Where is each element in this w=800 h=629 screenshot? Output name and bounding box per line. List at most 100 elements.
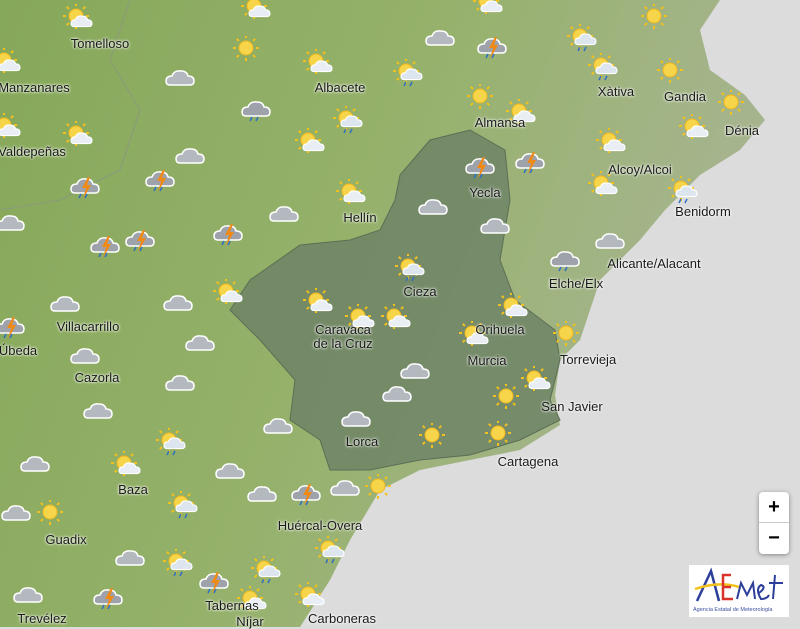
cloud-icon[interactable] bbox=[17, 449, 53, 477]
storm-icon[interactable] bbox=[462, 151, 498, 179]
cloud-rain-icon[interactable] bbox=[547, 244, 583, 272]
cloud-icon[interactable] bbox=[397, 356, 433, 384]
aemet-logo-mark bbox=[694, 567, 783, 602]
sun-cloud-icon[interactable] bbox=[294, 127, 330, 156]
sun-cloud-icon[interactable] bbox=[240, 0, 276, 22]
sun-icon[interactable] bbox=[492, 383, 528, 412]
cloud-icon[interactable] bbox=[338, 404, 374, 432]
storm-icon[interactable] bbox=[67, 171, 103, 199]
cloud-icon[interactable] bbox=[477, 211, 513, 239]
sun-cloud-icon[interactable] bbox=[62, 120, 98, 149]
sun-icon[interactable] bbox=[364, 473, 400, 502]
cloud-icon[interactable] bbox=[379, 379, 415, 407]
city-label: Manzanares bbox=[0, 80, 70, 95]
storm-icon[interactable] bbox=[122, 224, 158, 252]
cloud-icon[interactable] bbox=[10, 580, 46, 608]
sun-cloud-icon[interactable] bbox=[212, 278, 248, 307]
sun-rain-icon[interactable] bbox=[250, 555, 286, 584]
storm-icon[interactable] bbox=[288, 478, 324, 506]
sun-rain-icon[interactable] bbox=[394, 253, 430, 282]
city-label: Orihuela bbox=[475, 322, 525, 337]
sun-cloud-icon[interactable] bbox=[678, 113, 714, 142]
sun-cloud-icon[interactable] bbox=[294, 581, 330, 610]
sun-icon[interactable] bbox=[484, 420, 520, 449]
sun-icon[interactable] bbox=[418, 422, 454, 451]
sun-cloud-icon[interactable] bbox=[0, 112, 26, 141]
sun-cloud-icon[interactable] bbox=[302, 287, 338, 316]
cloud-icon[interactable] bbox=[0, 208, 28, 236]
cloud-icon[interactable] bbox=[327, 473, 363, 501]
sun-cloud-icon[interactable] bbox=[587, 170, 623, 199]
cloud-icon[interactable] bbox=[47, 289, 83, 317]
city-label: Trevélez bbox=[17, 611, 67, 626]
sun-rain-icon[interactable] bbox=[314, 535, 350, 564]
sun-cloud-icon[interactable] bbox=[62, 3, 98, 32]
sun-cloud-icon[interactable] bbox=[110, 450, 146, 479]
city-label: Almansa bbox=[474, 115, 526, 130]
city-label: Valdepeñas bbox=[0, 144, 66, 159]
storm-icon[interactable] bbox=[90, 582, 126, 610]
sun-icon[interactable] bbox=[656, 57, 692, 86]
sun-rain-icon[interactable] bbox=[155, 427, 191, 456]
sun-rain-icon[interactable] bbox=[587, 52, 623, 81]
sun-cloud-icon[interactable] bbox=[505, 98, 541, 127]
murcia-region bbox=[229, 129, 561, 471]
cloud-icon[interactable] bbox=[260, 411, 296, 439]
sun-cloud-icon[interactable] bbox=[472, 0, 508, 17]
storm-icon[interactable] bbox=[474, 31, 510, 59]
cloud-icon[interactable] bbox=[212, 456, 248, 484]
sun-icon[interactable] bbox=[232, 35, 268, 64]
storm-icon[interactable] bbox=[210, 218, 246, 246]
cloud-icon[interactable] bbox=[172, 141, 208, 169]
sun-rain-icon[interactable] bbox=[167, 490, 203, 519]
sun-cloud-icon[interactable] bbox=[497, 292, 533, 321]
sun-rain-icon[interactable] bbox=[392, 58, 428, 87]
cloud-icon[interactable] bbox=[162, 63, 198, 91]
sun-cloud-icon[interactable] bbox=[458, 320, 494, 349]
sun-cloud-icon[interactable] bbox=[380, 303, 416, 332]
storm-icon[interactable] bbox=[196, 566, 232, 594]
cloud-icon[interactable] bbox=[182, 328, 218, 356]
sun-rain-icon[interactable] bbox=[566, 23, 602, 52]
cloud-icon[interactable] bbox=[592, 226, 628, 254]
sun-cloud-icon[interactable] bbox=[595, 127, 631, 156]
city-label: Torrevieja bbox=[559, 352, 617, 367]
sun-rain-icon[interactable] bbox=[162, 548, 198, 577]
aemet-logo[interactable]: Agencia Estatal de Meteorología bbox=[689, 565, 789, 617]
city-label: Tomelloso bbox=[70, 36, 130, 51]
sun-cloud-icon[interactable] bbox=[302, 48, 338, 77]
sun-cloud-icon[interactable] bbox=[520, 365, 556, 394]
sun-rain-icon[interactable] bbox=[667, 175, 703, 204]
storm-icon[interactable] bbox=[512, 146, 548, 174]
cloud-icon[interactable] bbox=[266, 199, 302, 227]
storm-icon[interactable] bbox=[142, 164, 178, 192]
city-label: Lorca bbox=[345, 434, 379, 449]
cloud-icon[interactable] bbox=[415, 192, 451, 220]
cloud-icon[interactable] bbox=[422, 23, 458, 51]
sun-cloud-icon[interactable] bbox=[236, 585, 272, 614]
cloud-icon[interactable] bbox=[67, 341, 103, 369]
cloud-icon[interactable] bbox=[0, 498, 34, 526]
sun-icon[interactable] bbox=[640, 3, 676, 32]
sun-cloud-icon[interactable] bbox=[0, 47, 26, 76]
sun-rain-icon[interactable] bbox=[332, 105, 368, 134]
sun-icon[interactable] bbox=[466, 83, 502, 112]
city-label: Alcoy/Alcoi bbox=[608, 162, 672, 177]
sun-icon[interactable] bbox=[717, 89, 753, 118]
cloud-icon[interactable] bbox=[160, 288, 196, 316]
cloud-icon[interactable] bbox=[244, 479, 280, 507]
city-label: Tabernas bbox=[205, 598, 259, 613]
sun-icon[interactable] bbox=[36, 499, 72, 528]
cloud-icon[interactable] bbox=[162, 368, 198, 396]
storm-icon[interactable] bbox=[0, 311, 28, 339]
zoom-out-button[interactable]: − bbox=[768, 527, 780, 549]
sun-cloud-icon[interactable] bbox=[335, 178, 371, 207]
storm-icon[interactable] bbox=[87, 230, 123, 258]
sun-icon[interactable] bbox=[552, 320, 588, 349]
sun-cloud-icon[interactable] bbox=[344, 303, 380, 332]
cloud-icon[interactable] bbox=[112, 543, 148, 571]
cloud-rain-icon[interactable] bbox=[238, 94, 274, 122]
cloud-icon[interactable] bbox=[80, 396, 116, 424]
zoom-in-button[interactable]: + bbox=[759, 492, 789, 523]
